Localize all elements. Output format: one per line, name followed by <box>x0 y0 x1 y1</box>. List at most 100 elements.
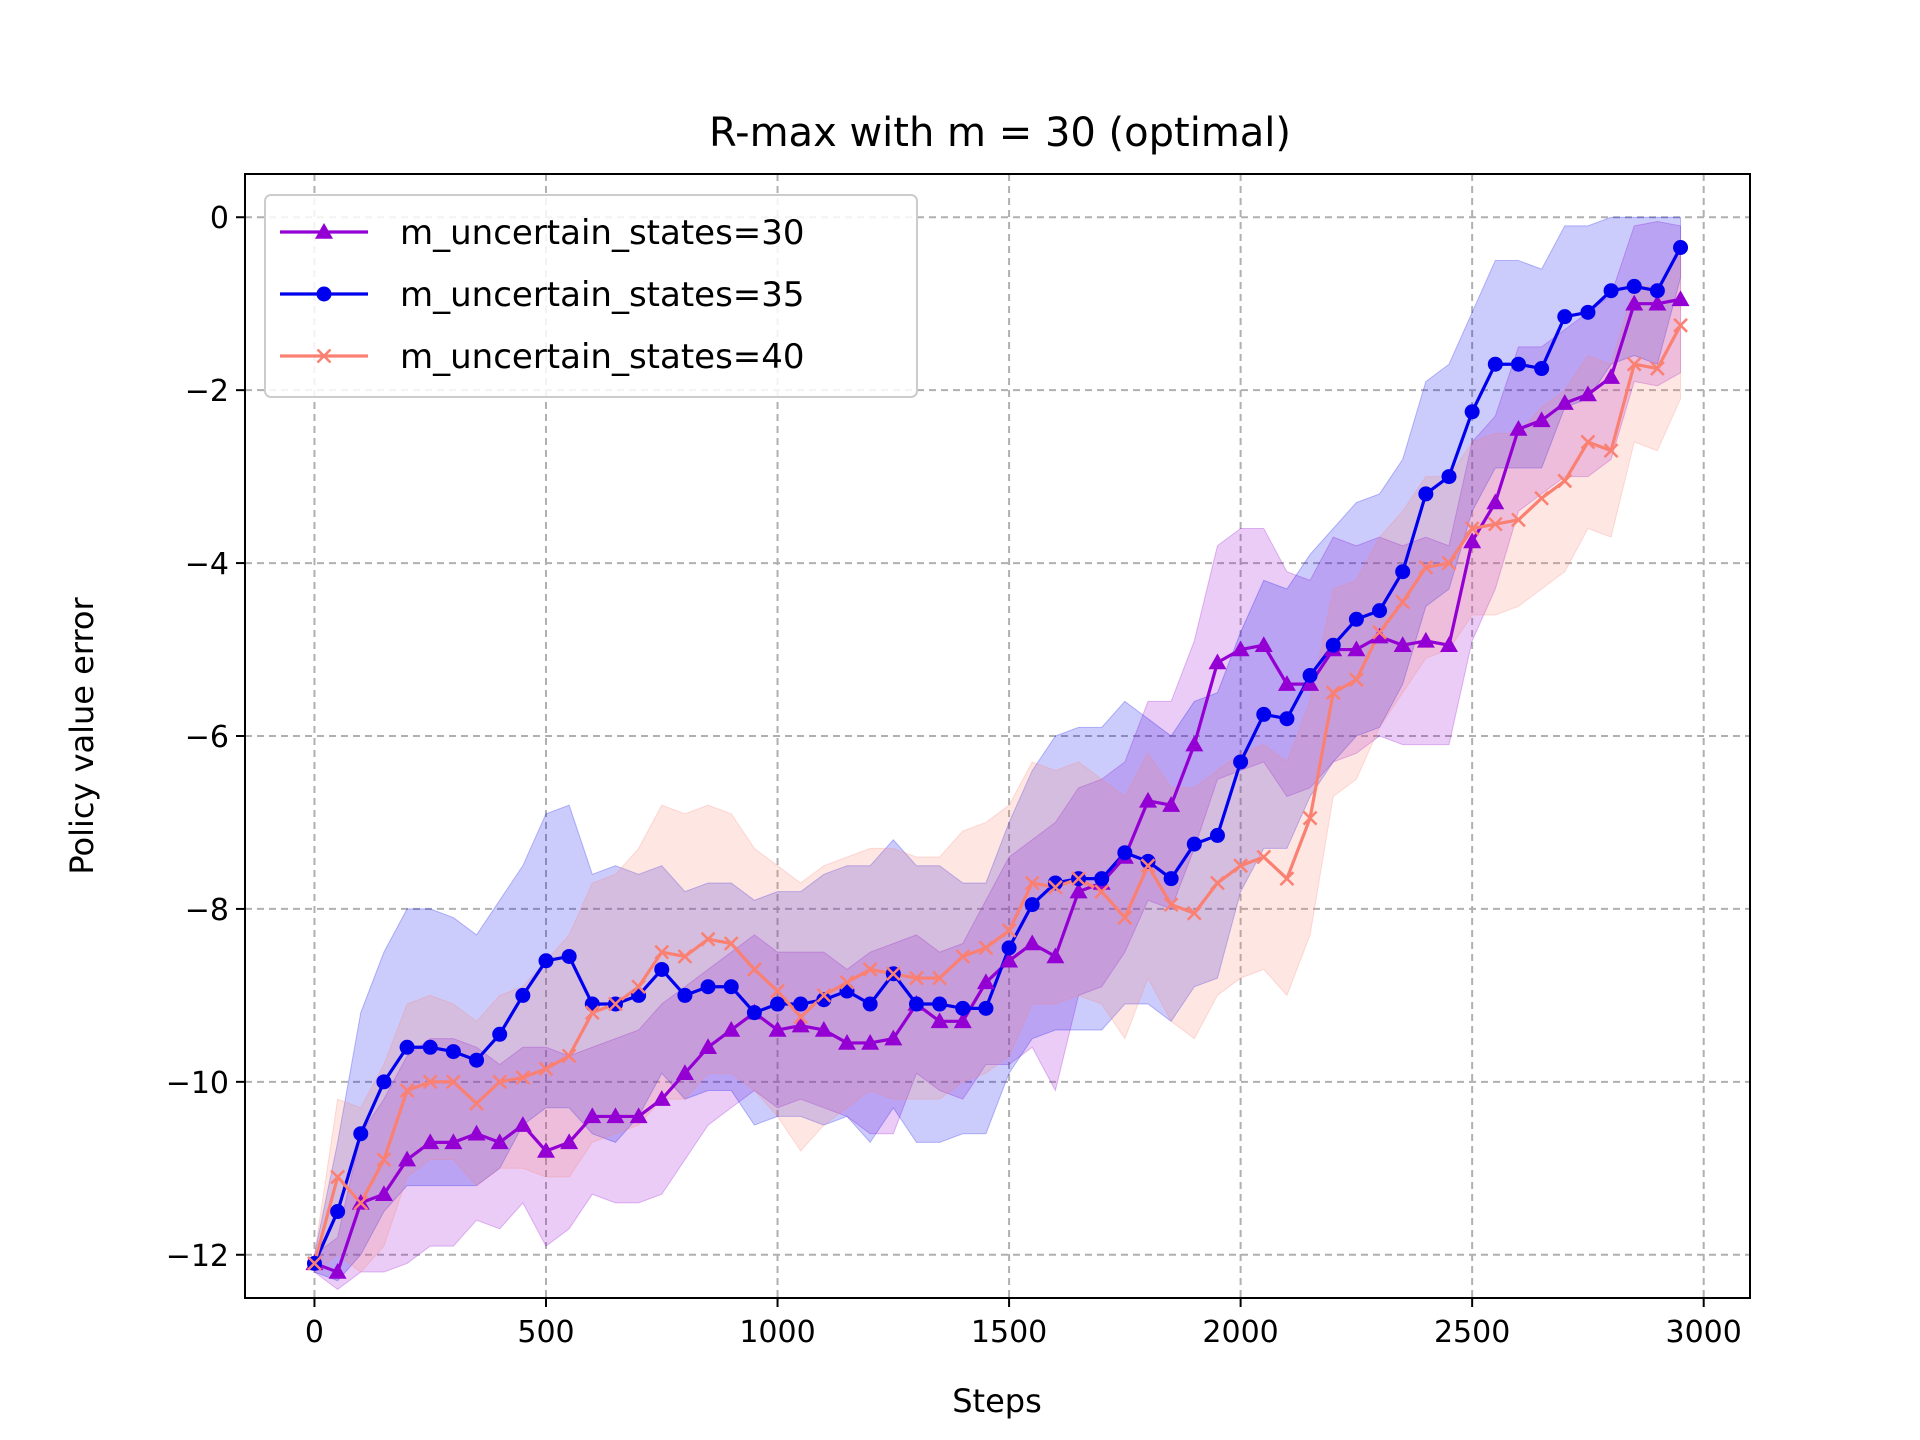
data-point <box>1047 875 1063 891</box>
data-point <box>1511 512 1526 528</box>
data-point <box>1302 667 1318 683</box>
data-point <box>1602 368 1621 384</box>
data-point <box>399 1039 415 1055</box>
data-point <box>1648 294 1667 311</box>
data-point <box>561 1048 577 1064</box>
legend-swatch-marker <box>315 223 333 239</box>
data-point <box>1024 897 1040 913</box>
data-point <box>1534 361 1550 377</box>
data-point <box>1023 934 1042 951</box>
data-point <box>1441 555 1457 571</box>
data-point <box>1302 810 1318 826</box>
data-point <box>583 1107 602 1124</box>
data-point <box>1555 394 1574 410</box>
data-point <box>1254 636 1273 652</box>
data-point <box>978 1000 994 1016</box>
data-point <box>1094 884 1110 900</box>
data-point <box>1603 443 1619 459</box>
data-point <box>631 987 647 1003</box>
data-point <box>1418 560 1434 575</box>
data-point <box>330 1204 346 1220</box>
data-point <box>654 944 670 960</box>
data-point <box>861 1033 880 1050</box>
data-point <box>515 1070 531 1085</box>
data-point <box>884 1029 903 1046</box>
data-point <box>816 988 832 1003</box>
data-point <box>1001 940 1017 956</box>
data-point <box>930 1012 949 1029</box>
data-point <box>1486 493 1505 510</box>
data-point <box>307 1256 322 1271</box>
data-point <box>1163 871 1179 887</box>
legend-swatch-marker <box>316 286 332 302</box>
data-point <box>1279 871 1295 887</box>
data-point <box>723 936 739 951</box>
x-tick-label: 1000 <box>739 1315 815 1350</box>
legend-box <box>264 194 918 398</box>
data-point <box>1024 875 1040 891</box>
data-point <box>422 1074 438 1090</box>
data-point <box>1578 385 1597 402</box>
series-line-1 <box>313 297 1681 1274</box>
data-point <box>768 1020 787 1037</box>
data-point <box>1418 486 1434 502</box>
confidence-band-3 <box>313 250 1682 1274</box>
data-point <box>908 996 924 1012</box>
confidence-band-1 <box>313 221 1682 1290</box>
legend: m_uncertain_states=30 m_uncertain_states=… <box>264 194 918 398</box>
data-point <box>793 1009 809 1025</box>
data-point <box>1557 473 1573 489</box>
x-tick-label: 2500 <box>1434 1315 1510 1350</box>
data-point <box>376 1074 392 1090</box>
data-point <box>1464 404 1480 420</box>
data-point <box>839 975 855 990</box>
data-point <box>467 1124 486 1141</box>
y-axis-label: Policy value error <box>63 597 101 875</box>
data-point <box>376 1152 392 1168</box>
x-axis-label: Steps <box>952 1382 1042 1420</box>
data-point <box>1140 858 1156 874</box>
data-point <box>932 970 947 986</box>
data-point <box>1626 356 1642 372</box>
data-point <box>932 996 948 1012</box>
data-point <box>1372 624 1387 640</box>
x-tick-label: 0 <box>305 1315 324 1350</box>
data-point <box>1325 637 1341 653</box>
data-point <box>1140 853 1156 869</box>
x-tick-label: 2000 <box>1202 1315 1278 1350</box>
data-point <box>838 1033 856 1050</box>
x-axis-ticks: 0 500 1000 1500 2000 2500 3000 <box>305 1298 1742 1350</box>
x-tick-label: 500 <box>517 1315 574 1350</box>
data-point <box>1277 675 1296 691</box>
data-point <box>1301 675 1320 691</box>
data-point <box>1210 875 1225 891</box>
data-point <box>515 987 531 1003</box>
data-point <box>816 992 832 1008</box>
data-point <box>1510 356 1526 372</box>
data-point <box>1393 636 1412 652</box>
data-point <box>1603 283 1619 299</box>
data-point <box>399 1083 415 1098</box>
data-point <box>1000 951 1019 968</box>
data-point <box>746 1005 762 1021</box>
data-point <box>445 1044 461 1060</box>
data-point <box>793 996 809 1012</box>
data-point <box>1580 304 1596 320</box>
data-point <box>1532 411 1551 428</box>
data-point <box>538 1061 554 1077</box>
data-point <box>1094 871 1110 887</box>
series-markers <box>305 239 1690 1279</box>
y-tick-label: −4 <box>185 547 229 582</box>
data-point <box>1487 356 1503 372</box>
data-point <box>421 1133 440 1150</box>
data-point <box>675 1064 694 1080</box>
y-axis-ticks: 0 −2 −4 −6 −8 −10 −12 <box>166 201 245 1274</box>
data-point <box>909 970 924 986</box>
data-point <box>953 1012 972 1029</box>
data-point <box>561 948 577 964</box>
data-point <box>1487 516 1503 532</box>
data-point <box>1163 897 1179 912</box>
data-point <box>1395 564 1411 580</box>
data-point <box>1671 290 1690 307</box>
data-point <box>814 1020 833 1037</box>
